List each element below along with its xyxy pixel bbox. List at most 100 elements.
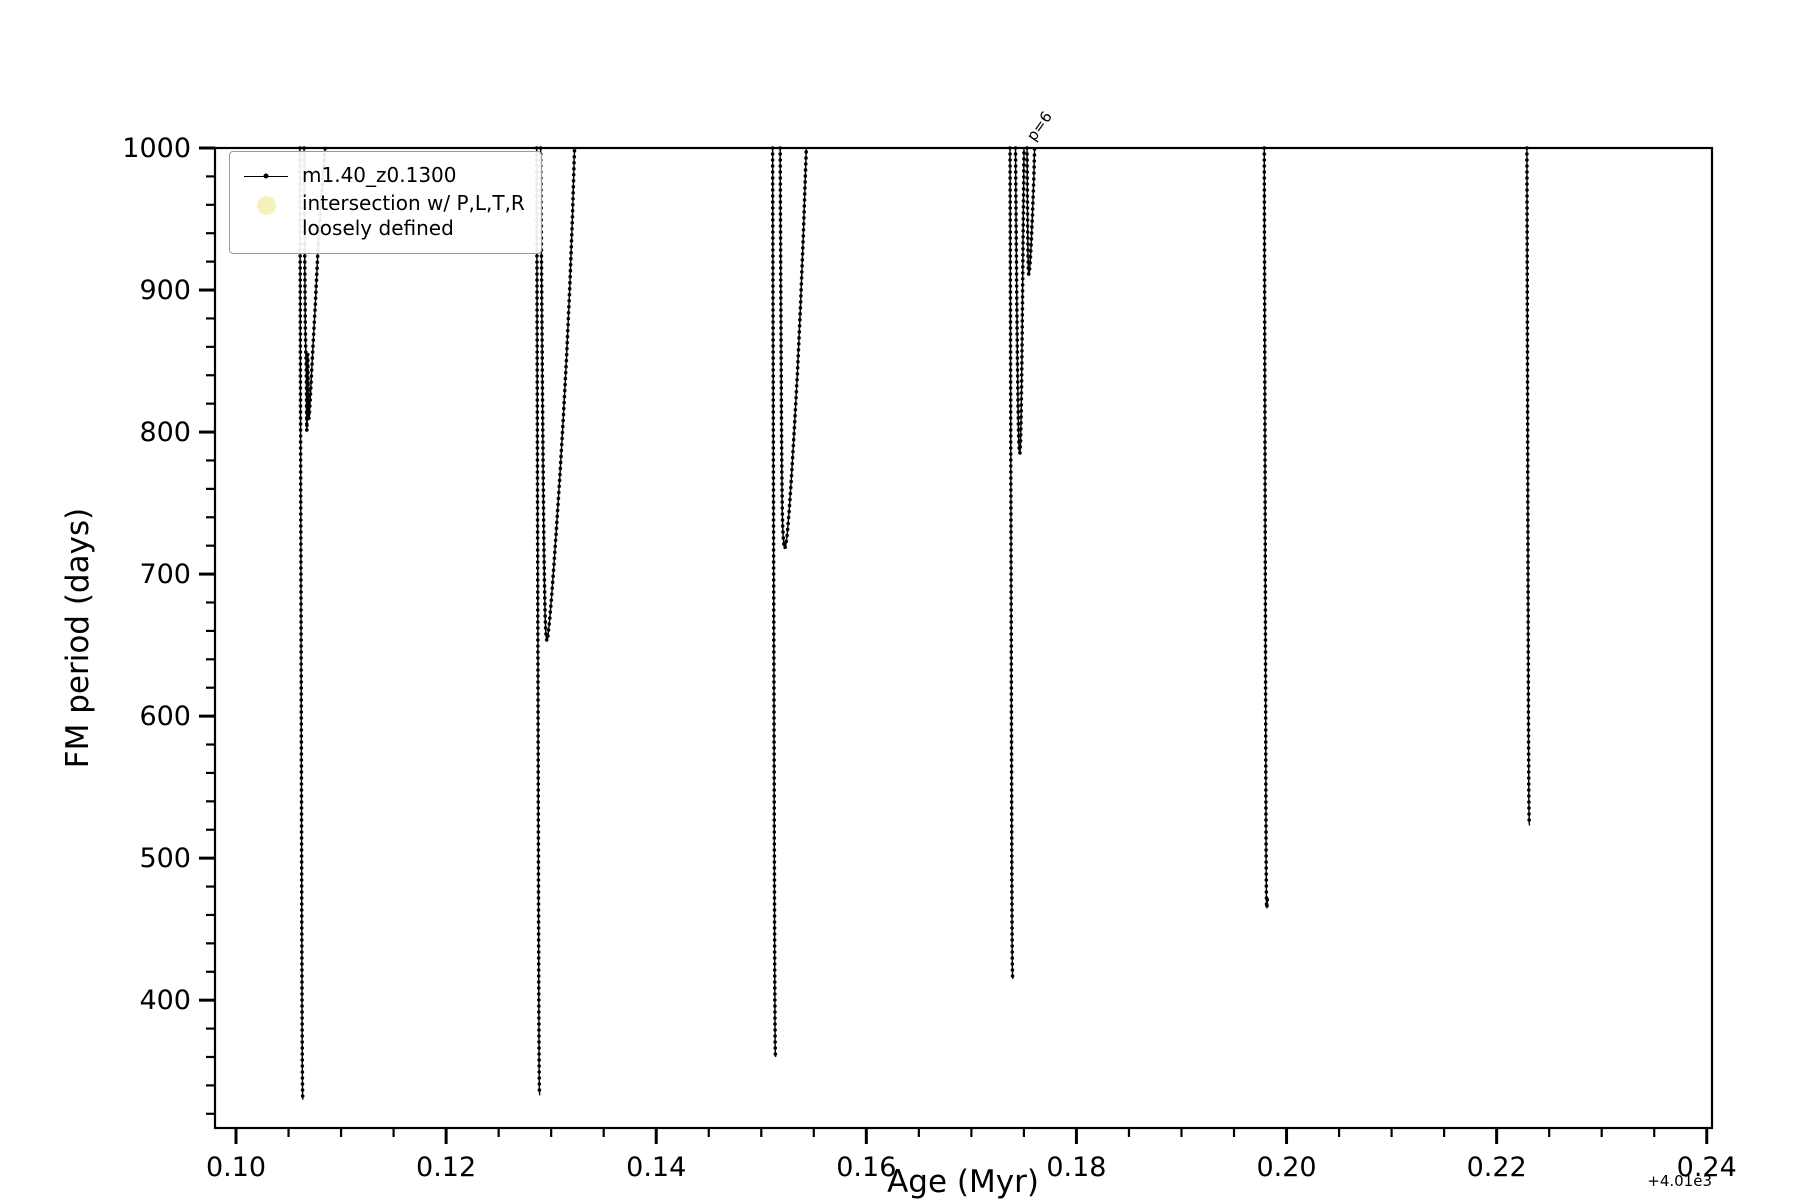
series-marker	[1010, 908, 1014, 912]
series-marker	[771, 440, 776, 444]
series-marker	[787, 509, 791, 514]
series-marker	[1262, 224, 1267, 228]
series-marker	[300, 1010, 304, 1014]
series-marker	[1008, 308, 1013, 312]
series-marker	[1008, 374, 1013, 378]
series-marker	[323, 146, 327, 151]
series-marker	[772, 920, 777, 924]
series-marker	[1008, 176, 1012, 180]
series-marker	[572, 160, 576, 165]
series-marker	[1019, 415, 1023, 419]
series-marker	[1016, 410, 1020, 414]
series-marker	[1030, 225, 1034, 229]
series-marker	[546, 628, 551, 632]
series-marker	[1526, 710, 1531, 714]
series-marker	[298, 416, 303, 420]
series-marker	[568, 274, 572, 279]
series-marker	[1014, 206, 1018, 210]
series-marker	[298, 338, 303, 342]
series-marker	[1008, 422, 1013, 426]
series-marker	[566, 316, 571, 321]
series-marker	[1031, 201, 1035, 205]
series-marker	[1525, 218, 1529, 222]
series-marker	[1008, 362, 1013, 366]
series-marker	[1020, 307, 1025, 311]
series-marker	[535, 512, 540, 516]
series-marker	[771, 320, 775, 324]
series-marker	[1264, 866, 1268, 870]
series-marker	[1008, 260, 1013, 264]
series-marker	[300, 950, 304, 954]
series-marker	[791, 443, 796, 448]
series-marker	[1526, 740, 1531, 744]
series-marker	[1526, 758, 1531, 762]
series-marker	[1526, 608, 1530, 612]
series-marker	[542, 536, 546, 540]
series-marker	[300, 1034, 304, 1038]
series-marker	[541, 494, 546, 498]
series-marker	[1525, 440, 1530, 444]
series-marker	[550, 580, 555, 584]
series-marker	[1008, 398, 1013, 402]
series-marker	[1263, 674, 1268, 678]
series-marker	[535, 422, 540, 426]
series-marker	[535, 392, 540, 396]
series-marker	[772, 782, 776, 786]
series-marker	[1021, 223, 1026, 227]
series-marker	[1526, 572, 1530, 576]
series-marker	[536, 830, 541, 834]
series-marker	[299, 722, 304, 726]
series-marker	[1526, 566, 1530, 570]
series-marker	[1008, 278, 1013, 282]
series-marker	[772, 674, 776, 678]
series-marker	[562, 400, 566, 405]
x-tick-label: 0.16	[836, 1152, 896, 1183]
series-marker	[1016, 392, 1020, 396]
series-marker	[1262, 158, 1267, 162]
series-marker	[804, 150, 808, 154]
series-marker	[1526, 776, 1531, 780]
series-marker	[1015, 332, 1019, 336]
series-marker	[543, 602, 547, 606]
series-marker	[1262, 356, 1267, 360]
series-marker	[299, 800, 304, 804]
series-marker	[1263, 572, 1268, 576]
series-marker	[1021, 217, 1026, 221]
series-marker	[1025, 152, 1029, 156]
series-marker	[540, 338, 544, 342]
series-marker	[300, 974, 304, 978]
series-marker	[1015, 338, 1019, 342]
series-marker	[1525, 404, 1530, 408]
series-marker	[306, 370, 310, 375]
series-marker	[535, 518, 540, 522]
series-marker	[778, 158, 783, 162]
series-marker	[560, 436, 564, 441]
series-marker	[778, 230, 783, 234]
series-marker	[535, 380, 540, 384]
series-marker	[1009, 782, 1014, 786]
x-axis-offset-text: +4.01e3	[1647, 1172, 1712, 1190]
series-marker	[536, 926, 541, 930]
series-marker	[536, 860, 541, 864]
series-marker	[1015, 368, 1020, 372]
y-tick-label: 500	[139, 843, 191, 874]
series-marker	[1032, 165, 1036, 169]
series-marker	[1029, 243, 1033, 247]
series-marker	[1014, 296, 1019, 300]
series-marker	[535, 344, 539, 348]
series-marker	[772, 854, 777, 858]
series-marker	[535, 332, 539, 336]
series-marker	[803, 180, 807, 184]
series-marker	[1031, 195, 1035, 199]
series-marker	[771, 278, 775, 282]
series-marker	[801, 234, 806, 238]
series-marker	[1526, 668, 1531, 672]
series-marker	[771, 572, 776, 576]
series-marker	[771, 560, 776, 564]
series-marker	[804, 156, 808, 160]
series-marker	[772, 974, 777, 978]
series-marker	[1029, 231, 1034, 235]
series-marker	[794, 395, 798, 400]
series-marker	[1263, 722, 1268, 726]
series-marker	[536, 758, 540, 762]
